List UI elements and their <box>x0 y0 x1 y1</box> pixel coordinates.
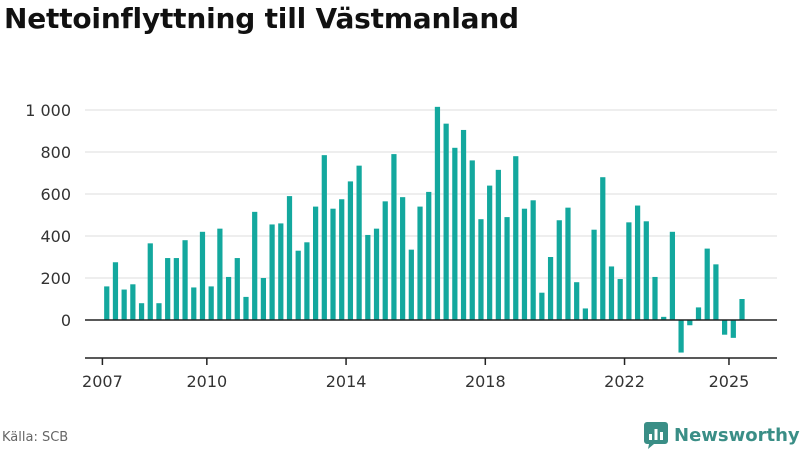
bar-2010-Q1 <box>208 286 214 320</box>
bar-2015-Q1 <box>382 201 388 320</box>
bar-2009-Q1 <box>173 258 179 320</box>
bar-2022-Q2 <box>634 205 641 320</box>
bar-2012-Q2 <box>286 196 293 320</box>
bar-2010-Q4 <box>234 258 240 320</box>
bar-2025-Q1 <box>730 320 736 338</box>
bar-2020-Q4 <box>582 308 588 320</box>
bar-2020-Q1 <box>556 220 562 320</box>
bar-2015-Q4 <box>408 249 414 320</box>
bar-2022-Q4 <box>652 276 658 320</box>
bar-2018-Q3 <box>504 217 510 320</box>
bar-2012-Q1 <box>278 223 284 320</box>
bar-2024-Q1 <box>695 307 702 320</box>
bar-2017-Q4 <box>478 219 484 320</box>
bar-2008-Q2 <box>147 243 153 320</box>
y-tick-label: 600 <box>40 185 71 204</box>
bar-2008-Q4 <box>165 258 171 320</box>
y-tick-label: 200 <box>40 269 71 288</box>
bar-2023-Q2 <box>669 231 676 320</box>
bar-2014-Q3 <box>365 234 371 320</box>
bar-2023-Q4 <box>687 320 693 326</box>
bar-2014-Q4 <box>373 228 380 320</box>
bar-2017-Q2 <box>460 129 467 320</box>
bar-2016-Q1 <box>417 206 423 320</box>
bar-2016-Q3 <box>434 106 441 320</box>
bar-2009-Q2 <box>182 240 188 320</box>
bar-2021-Q3 <box>608 266 615 320</box>
y-tick-label: 800 <box>40 143 71 162</box>
x-tick-label: 2014 <box>326 372 367 391</box>
bar-2012-Q3 <box>295 250 301 320</box>
bar-2019-Q4 <box>547 257 554 320</box>
x-tick-label: 2010 <box>186 372 227 391</box>
bar-2007-Q2 <box>112 262 119 320</box>
y-tick-label: 1 000 <box>25 101 71 120</box>
bar-chart: 0 200 400 600 800 1 000 2007 2010 2014 2018 2022 20… <box>25 101 777 391</box>
bar-2023-Q3 <box>678 320 684 353</box>
x-tick-label: 2018 <box>465 372 506 391</box>
bar-2019-Q3 <box>539 292 545 320</box>
bar-2024-Q2 <box>704 248 710 320</box>
bar-2008-Q1 <box>138 303 145 320</box>
bar-2011-Q4 <box>269 224 275 320</box>
axes: 0 200 400 600 800 1 000 2007 2010 2014 2018 2022 20… <box>25 101 777 391</box>
bar-2021-Q1 <box>591 229 597 320</box>
bar-2017-Q3 <box>469 160 475 320</box>
bar-2010-Q3 <box>225 276 232 320</box>
bar-2023-Q1 <box>661 316 667 320</box>
bar-chart-logo-icon <box>644 422 668 449</box>
bar-2021-Q2 <box>600 177 606 320</box>
bar-2011-Q3 <box>260 278 267 320</box>
bar-2016-Q2 <box>426 191 432 320</box>
bar-2008-Q3 <box>156 303 162 320</box>
bar-2011-Q2 <box>252 211 258 320</box>
bar-2024-Q4 <box>722 320 728 335</box>
chart-title: Nettoinflyttning till Västmanland <box>4 2 519 35</box>
bar-2014-Q1 <box>347 181 354 320</box>
brand-name: Newsworthy <box>674 424 800 446</box>
bar-2013-Q2 <box>321 155 327 320</box>
x-tick-label: 2025 <box>709 372 750 391</box>
bar-2018-Q4 <box>513 156 519 320</box>
bar-2019-Q1 <box>521 208 528 320</box>
bar-2012-Q4 <box>304 242 310 320</box>
x-tick-label: 2022 <box>604 372 645 391</box>
y-tick-label: 400 <box>40 227 71 246</box>
bar-2019-Q2 <box>530 200 536 320</box>
source-credit: Källa: SCB <box>2 430 69 445</box>
bar-2020-Q2 <box>565 207 571 320</box>
bar-2011-Q1 <box>243 296 249 320</box>
bar-2009-Q3 <box>191 287 197 320</box>
bar-2018-Q2 <box>495 169 501 320</box>
brand-logo[interactable]: Newsworthy <box>644 420 800 450</box>
bar-2015-Q2 <box>391 154 397 320</box>
bar-2013-Q1 <box>312 206 319 320</box>
bar-2010-Q2 <box>217 228 223 320</box>
bar-2020-Q3 <box>574 282 580 320</box>
bar-2015-Q3 <box>400 197 406 320</box>
bar-2022-Q3 <box>643 221 649 320</box>
bar-2022-Q1 <box>626 222 632 320</box>
bar-2016-Q4 <box>443 123 449 321</box>
bar-2009-Q4 <box>199 231 206 320</box>
bars <box>104 106 745 353</box>
bar-2007-Q3 <box>121 289 127 320</box>
bar-2014-Q2 <box>356 165 362 320</box>
bar-2025-Q2 <box>739 299 745 320</box>
y-tick-label: 0 <box>61 311 71 330</box>
bar-2013-Q3 <box>330 208 336 320</box>
bar-2017-Q1 <box>452 147 458 320</box>
bar-2007-Q4 <box>130 284 136 320</box>
bar-2018-Q1 <box>487 185 493 320</box>
bar-2007-Q1 <box>104 286 110 320</box>
bar-2013-Q4 <box>339 199 345 320</box>
bar-2021-Q4 <box>617 279 623 320</box>
bar-2024-Q3 <box>713 264 719 320</box>
x-tick-label: 2007 <box>82 372 123 391</box>
